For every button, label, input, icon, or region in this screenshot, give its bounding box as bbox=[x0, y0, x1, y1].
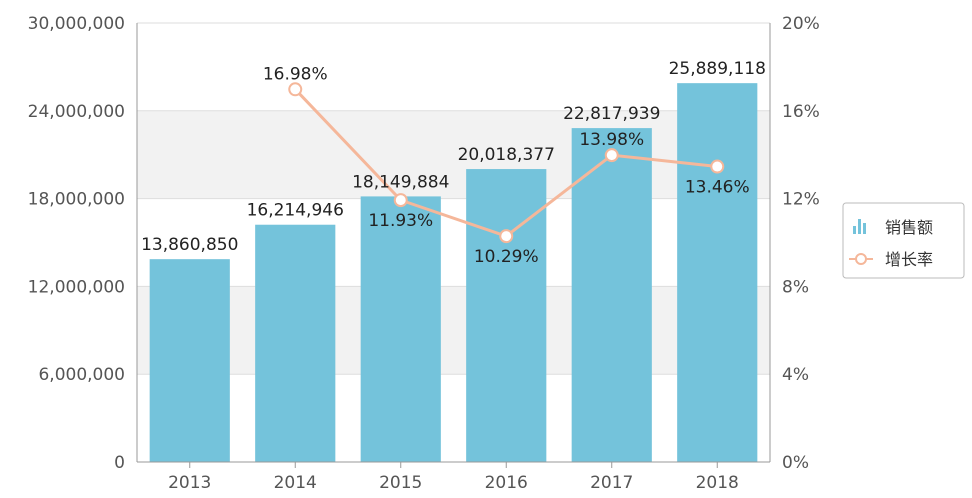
y-left-tick-label: 24,000,000 bbox=[28, 102, 125, 122]
bar bbox=[360, 196, 441, 463]
bar-value-label: 25,889,118 bbox=[669, 59, 766, 79]
bar-value-label: 18,149,884 bbox=[352, 172, 449, 192]
bar-chart-icon-bar bbox=[858, 219, 861, 234]
bar-value-label: 16,214,946 bbox=[247, 201, 344, 221]
y-right-tick-label: 12% bbox=[782, 190, 820, 210]
x-tick-label: 2017 bbox=[590, 473, 633, 493]
line-series bbox=[288, 82, 725, 244]
y-right-tick-label: 20% bbox=[782, 14, 820, 34]
background-band bbox=[137, 110, 770, 199]
bar-chart-icon-bar bbox=[853, 226, 856, 234]
bar-chart-icon-bar bbox=[863, 223, 866, 234]
bar bbox=[677, 83, 758, 462]
background-band bbox=[137, 286, 770, 375]
bar bbox=[255, 224, 336, 462]
y-left-tick-label: 30,000,000 bbox=[28, 14, 125, 34]
legend-label-growth: 增长率 bbox=[885, 250, 933, 269]
bar-value-label: 20,018,377 bbox=[458, 145, 555, 165]
x-tick-label: 2013 bbox=[168, 473, 211, 493]
x-tick-label: 2018 bbox=[696, 473, 739, 493]
bar bbox=[571, 128, 652, 463]
bar-value-label: 22,817,939 bbox=[563, 104, 660, 124]
bar bbox=[466, 169, 547, 462]
growth-point bbox=[499, 229, 514, 244]
growth-point bbox=[288, 82, 303, 97]
growth-point bbox=[604, 148, 619, 163]
y-right-tick-label: 16% bbox=[782, 102, 820, 122]
legend-box bbox=[842, 202, 965, 279]
line-value-label: 16.98% bbox=[263, 64, 328, 84]
y-right-tick-label: 0% bbox=[782, 453, 809, 473]
x-tick-label: 2014 bbox=[274, 473, 317, 493]
growth-point bbox=[710, 159, 725, 174]
y-left-tick-label: 12,000,000 bbox=[28, 277, 125, 297]
line-marker-icon bbox=[849, 253, 873, 265]
x-tick-label: 2015 bbox=[379, 473, 422, 493]
y-left-tick-label: 6,000,000 bbox=[38, 365, 125, 385]
line-value-label: 10.29% bbox=[474, 247, 539, 267]
y-right-tick-label: 4% bbox=[782, 365, 809, 385]
x-tick-label: 2016 bbox=[485, 473, 528, 493]
line-value-label: 13.46% bbox=[685, 178, 750, 198]
bar-chart-icon bbox=[853, 219, 866, 234]
bar-value-label: 13,860,850 bbox=[141, 235, 238, 255]
y-right-tick-label: 8% bbox=[782, 277, 809, 297]
bar bbox=[149, 259, 230, 462]
y-left-tick-label: 18,000,000 bbox=[28, 190, 125, 210]
y-left-tick-label: 0 bbox=[114, 453, 125, 473]
plot-background-bands bbox=[137, 110, 770, 375]
axes: 0 6,000,000 12,000,000 18,000,000 24,000,000… bbox=[28, 14, 820, 493]
legend-label-sales: 销售额 bbox=[885, 218, 933, 237]
line-value-label: 11.93% bbox=[368, 211, 433, 231]
data-labels: 13,860,850 16,214,946 18,149,884 20,018,377… bbox=[141, 59, 766, 267]
growth-point bbox=[393, 193, 408, 208]
bar-series bbox=[149, 83, 758, 463]
line-value-label: 13.98% bbox=[579, 130, 644, 150]
line-marker-icon-dot bbox=[855, 253, 867, 265]
